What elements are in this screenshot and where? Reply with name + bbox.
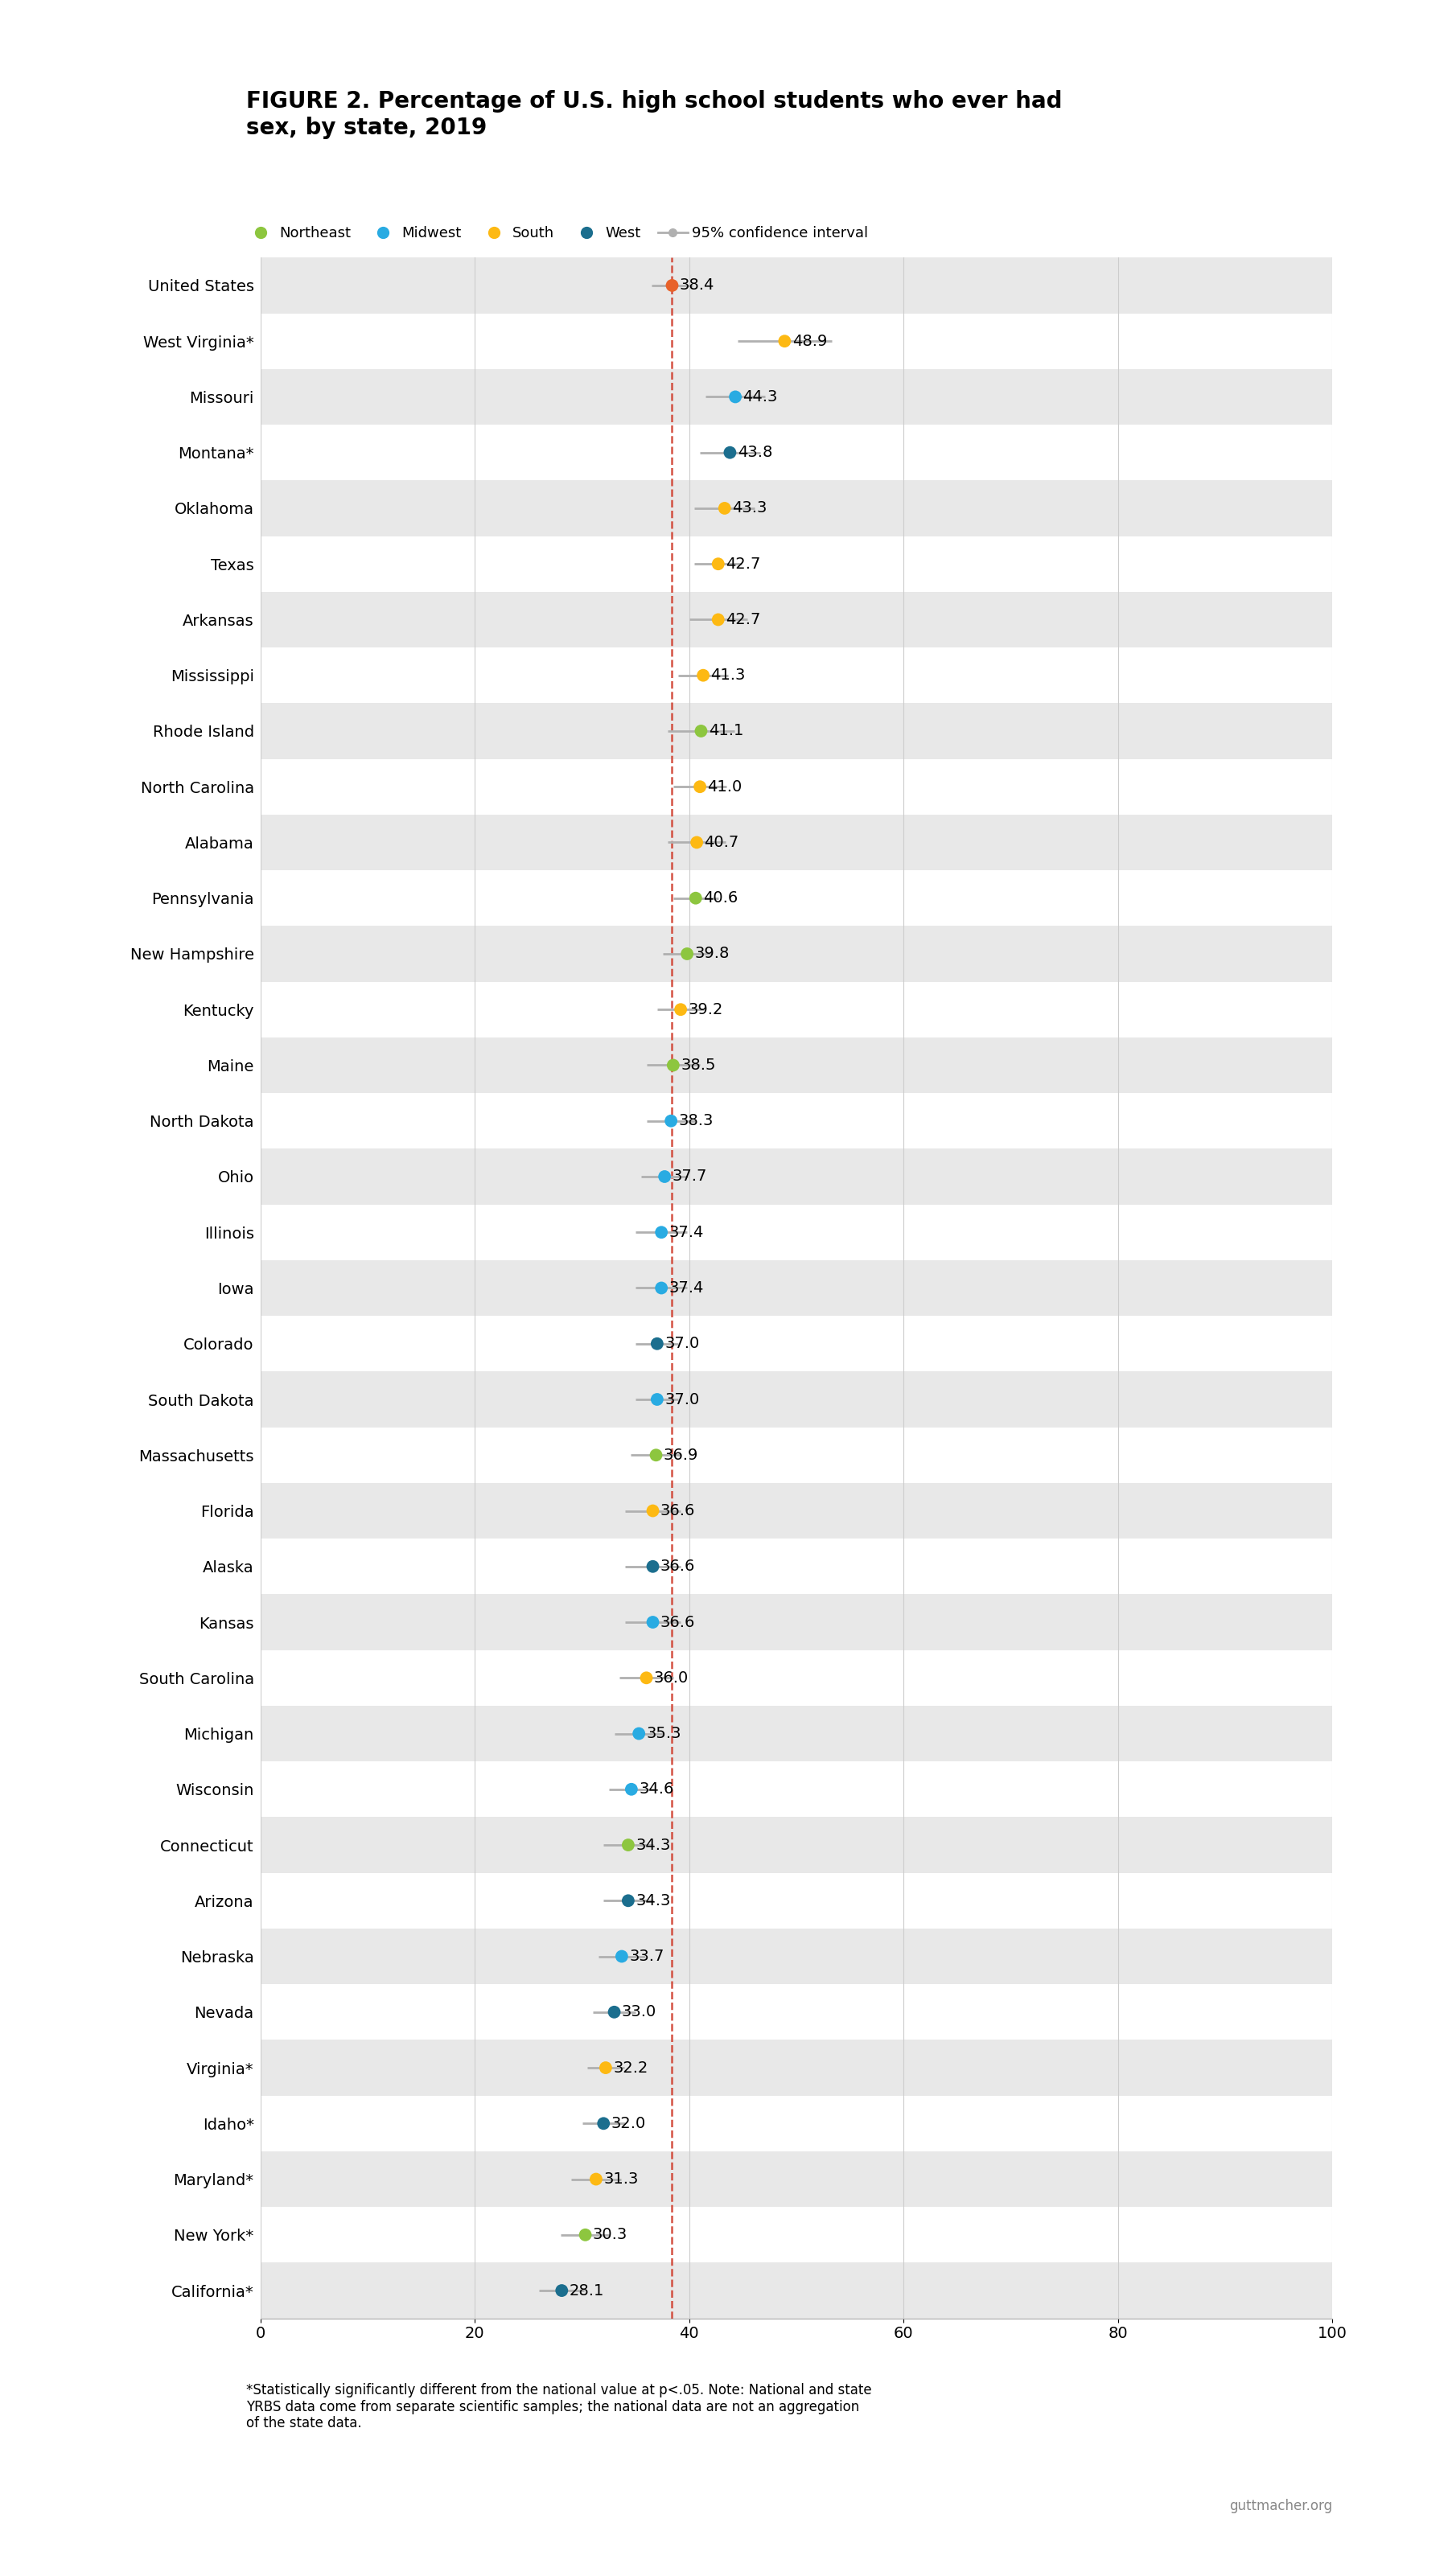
Text: 33.7: 33.7: [630, 1947, 665, 1963]
Bar: [261, 2040, 1332, 2097]
Point: [644, 1435, 668, 1476]
Bar: [261, 814, 1332, 871]
Text: 40.6: 40.6: [704, 891, 738, 907]
Text: 31.3: 31.3: [604, 2172, 639, 2187]
Bar: [261, 925, 1332, 981]
Point: [617, 1880, 640, 1922]
Bar: [261, 368, 1332, 425]
Text: 35.3: 35.3: [646, 1726, 682, 1741]
Text: 38.4: 38.4: [679, 278, 714, 294]
Point: [688, 765, 711, 806]
Bar: [261, 1484, 1332, 1538]
Point: [707, 544, 730, 585]
Text: *Statistically significantly different from the national value at p<.05. Note: N: *Statistically significantly different f…: [246, 2383, 872, 2432]
Bar: [261, 1038, 1332, 1092]
Bar: [261, 2151, 1332, 2208]
Text: 34.6: 34.6: [639, 1783, 673, 1798]
Text: 36.0: 36.0: [654, 1669, 689, 1685]
Point: [620, 1770, 643, 1811]
Text: 44.3: 44.3: [743, 389, 778, 404]
Text: FIGURE 2. Percentage of U.S. high school students who ever had
sex, by state, 20: FIGURE 2. Percentage of U.S. high school…: [246, 90, 1063, 139]
Point: [692, 654, 715, 696]
Legend: Northeast, Midwest, South, West, 95% confidence interval: Northeast, Midwest, South, West, 95% con…: [246, 227, 867, 240]
Point: [685, 822, 708, 863]
Point: [650, 1211, 673, 1252]
Point: [773, 319, 796, 361]
Point: [641, 1489, 665, 1530]
Point: [585, 2159, 608, 2200]
Text: 32.2: 32.2: [613, 2061, 649, 2076]
Point: [646, 1324, 669, 1365]
Text: 34.3: 34.3: [636, 1893, 670, 1909]
Point: [689, 711, 712, 752]
Point: [610, 1935, 633, 1976]
Text: 42.7: 42.7: [725, 556, 760, 572]
Text: 37.7: 37.7: [672, 1170, 707, 1185]
Point: [627, 1713, 650, 1754]
Point: [646, 1378, 669, 1419]
Text: guttmacher.org: guttmacher.org: [1229, 2499, 1332, 2514]
Text: 36.9: 36.9: [663, 1448, 698, 1463]
Point: [707, 600, 730, 641]
Point: [718, 433, 741, 474]
Point: [660, 265, 683, 307]
Point: [602, 1991, 626, 2032]
Text: 42.7: 42.7: [725, 613, 760, 629]
Bar: [261, 1370, 1332, 1427]
Bar: [261, 1929, 1332, 1984]
Point: [676, 933, 699, 974]
Text: 37.0: 37.0: [665, 1337, 699, 1352]
Bar: [261, 258, 1332, 314]
Point: [659, 1100, 682, 1141]
Point: [594, 2048, 617, 2089]
Text: 33.0: 33.0: [621, 2004, 656, 2020]
Text: 48.9: 48.9: [792, 332, 827, 348]
Text: 37.4: 37.4: [669, 1280, 704, 1296]
Text: 41.1: 41.1: [708, 724, 743, 739]
Text: 36.6: 36.6: [660, 1558, 695, 1574]
Point: [634, 1656, 657, 1698]
Point: [592, 2102, 615, 2143]
Bar: [261, 592, 1332, 647]
Point: [712, 487, 736, 528]
Text: 37.0: 37.0: [665, 1391, 699, 1406]
Text: 30.3: 30.3: [592, 2228, 627, 2244]
Text: 39.2: 39.2: [688, 1002, 723, 1018]
Text: 38.5: 38.5: [681, 1059, 715, 1072]
Text: 32.0: 32.0: [611, 2115, 646, 2130]
Text: 37.4: 37.4: [669, 1224, 704, 1239]
Bar: [261, 1705, 1332, 1762]
Point: [683, 878, 707, 920]
Text: 43.3: 43.3: [733, 500, 767, 515]
Point: [724, 376, 747, 417]
Bar: [261, 1260, 1332, 1316]
Text: 28.1: 28.1: [569, 2282, 604, 2298]
Bar: [261, 1149, 1332, 1206]
Text: 40.7: 40.7: [704, 835, 738, 850]
Point: [641, 1546, 665, 1587]
Point: [573, 2215, 597, 2257]
Text: 39.8: 39.8: [695, 945, 730, 961]
Bar: [261, 703, 1332, 760]
Text: 41.3: 41.3: [711, 667, 746, 683]
Text: 34.3: 34.3: [636, 1837, 670, 1852]
Point: [669, 989, 692, 1030]
Bar: [261, 1595, 1332, 1651]
Bar: [261, 1816, 1332, 1873]
Point: [641, 1602, 665, 1643]
Bar: [261, 2262, 1332, 2318]
Text: 41.0: 41.0: [708, 778, 743, 793]
Text: 43.8: 43.8: [737, 446, 772, 461]
Point: [653, 1157, 676, 1198]
Point: [650, 1267, 673, 1309]
Point: [662, 1046, 685, 1087]
Text: 38.3: 38.3: [679, 1113, 714, 1128]
Text: 36.6: 36.6: [660, 1504, 695, 1517]
Point: [617, 1824, 640, 1865]
Point: [550, 2269, 573, 2311]
Text: 36.6: 36.6: [660, 1615, 695, 1631]
Bar: [261, 479, 1332, 536]
